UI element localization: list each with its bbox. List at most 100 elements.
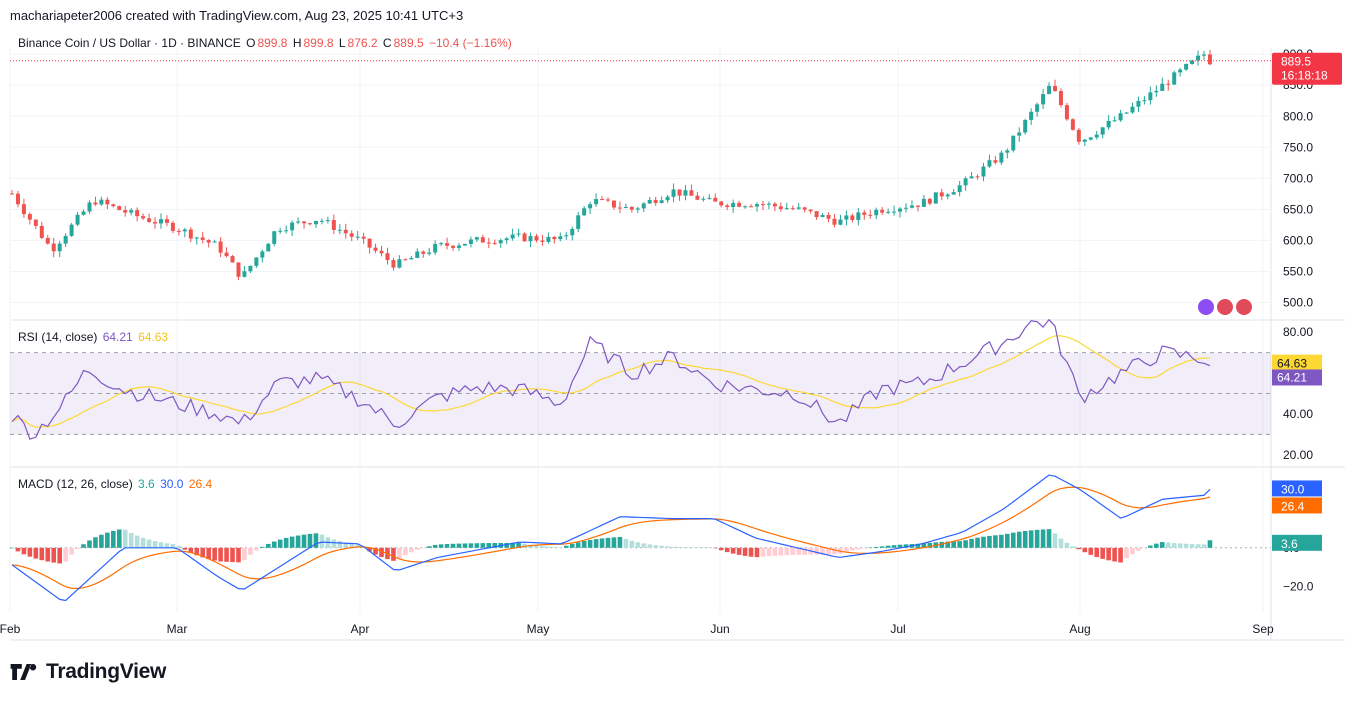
last-price-badge — [1272, 52, 1342, 85]
candle-body — [278, 230, 283, 232]
candle-body — [409, 257, 414, 260]
macd-histogram-bar — [820, 547, 825, 555]
candle-body — [904, 207, 908, 209]
candle-body — [641, 203, 646, 209]
candle-body — [701, 198, 706, 200]
change-value: −10.4 (−1.16%) — [428, 36, 512, 50]
rsi-axis-label: 80.00 — [1283, 325, 1313, 339]
candle-body — [939, 192, 944, 197]
macd-histogram-bar — [426, 546, 432, 548]
candle-body — [766, 203, 771, 205]
symbol-title[interactable]: Binance Coin / US Dollar · 1D · BINANCE — [18, 36, 241, 50]
macd-histogram-bar — [283, 537, 289, 548]
candle-body — [1082, 139, 1087, 142]
macd-histogram-bar — [456, 543, 462, 548]
macd-histogram-bar — [206, 547, 211, 560]
macd-histogram-bar — [623, 538, 629, 548]
candle-body — [373, 247, 378, 251]
candle-body — [57, 243, 62, 252]
rsi-line — [11, 318, 1211, 440]
macd-histogram-bar — [867, 547, 873, 549]
tradingview-logo[interactable]: TradingView — [10, 660, 166, 684]
macd-histogram-bar — [832, 547, 837, 555]
candle-body — [1154, 90, 1159, 93]
macd-signal-badge — [1272, 497, 1322, 514]
candle-body — [671, 189, 676, 197]
candle-body — [510, 234, 515, 239]
macd-histogram-bar — [826, 547, 831, 555]
macd-histogram-bar — [260, 546, 265, 548]
macd-histogram-bar — [969, 538, 974, 548]
macd-histogram-bar — [1189, 544, 1195, 548]
macd-histogram-bar — [420, 547, 426, 549]
candle-body — [39, 225, 44, 238]
macd-histogram-bar — [510, 542, 515, 548]
candle-body — [63, 235, 68, 244]
rsi-ma-badge-text: 64.63 — [1277, 357, 1307, 371]
candle-body — [51, 243, 56, 252]
candle-body — [421, 251, 426, 254]
time-axis-label-feb: Feb — [0, 622, 21, 636]
candle-body — [611, 200, 616, 208]
time-axis-label-mar: Mar — [167, 622, 188, 636]
macd-signal-badge-text: 26.4 — [1281, 499, 1305, 513]
candle-body — [462, 243, 467, 246]
price-axis-label: 750.0 — [1283, 140, 1313, 154]
candle-body — [397, 259, 402, 268]
price-axis-label: 800.0 — [1283, 109, 1313, 123]
macd-histogram-bar — [116, 529, 122, 548]
candle-body — [308, 223, 312, 225]
time-axis-label-may: May — [527, 622, 550, 636]
candle-body — [105, 199, 110, 205]
macd-histogram-bar — [605, 537, 611, 548]
macd-histogram-bar — [1082, 547, 1088, 553]
candle-body — [15, 193, 20, 205]
rsi-axis-label: 20.00 — [1283, 448, 1313, 462]
macd-histogram-bar — [861, 547, 867, 549]
candle-body — [1058, 91, 1063, 106]
macd-title[interactable]: MACD (12, 26, close) — [18, 477, 133, 491]
macd-histogram-bar — [409, 547, 414, 553]
rsi-axis-label: 40.00 — [1283, 407, 1313, 421]
us-flag-icon[interactable] — [1216, 298, 1234, 316]
candle-body — [242, 271, 247, 277]
macd-histogram-bar — [373, 547, 378, 555]
chart-canvas[interactable]: Feb Mar Apr May Jun Jul Aug Sep 500.0 550.0 600.0 6… — [0, 28, 1355, 650]
candle-body — [582, 208, 587, 216]
macd-histogram-bar — [629, 540, 635, 548]
macd-histogram-bar — [81, 544, 86, 548]
macd-histogram-bar — [581, 541, 587, 548]
event-flags[interactable] — [1197, 298, 1253, 316]
candle-body — [266, 243, 271, 252]
macd-histogram-bar — [403, 547, 408, 556]
macd-value: 30.0 — [160, 477, 184, 491]
rsi-title[interactable]: RSI (14, close) — [18, 330, 98, 344]
macd-axis-label: −20.0 — [1283, 580, 1314, 594]
macd-histogram-bar — [724, 547, 730, 553]
dividend-flag-icon[interactable] — [1197, 298, 1215, 316]
candle-body — [123, 210, 128, 213]
open-value: 899.8 — [257, 36, 288, 50]
rsi-badge-text: 64.21 — [1277, 370, 1307, 384]
main-legend: Binance Coin / US Dollar · 1D · BINANCE … — [18, 36, 514, 50]
candle-body — [129, 210, 134, 213]
candle-body — [170, 222, 175, 231]
candle-body — [1070, 119, 1075, 130]
macd-histogram-bar — [1034, 529, 1040, 548]
candle-body — [260, 251, 265, 258]
price-axis-label: 650.0 — [1283, 202, 1313, 216]
macd-histogram-bar — [671, 546, 676, 548]
macd-histogram-bar — [1183, 543, 1189, 548]
candle-body — [814, 211, 819, 218]
low-value: 876.2 — [347, 36, 378, 50]
macd-histogram-bar — [39, 547, 45, 561]
macd-histogram-bar — [1207, 540, 1213, 548]
macd-histogram-bar — [111, 530, 116, 548]
macd-badge — [1272, 480, 1322, 497]
macd-histogram-bar — [164, 543, 170, 548]
candle-body — [141, 216, 146, 219]
candle-body — [868, 214, 873, 216]
us-flag-icon-2[interactable] — [1235, 298, 1253, 316]
candle-body — [957, 185, 962, 193]
macd-histogram-bar — [718, 547, 724, 551]
